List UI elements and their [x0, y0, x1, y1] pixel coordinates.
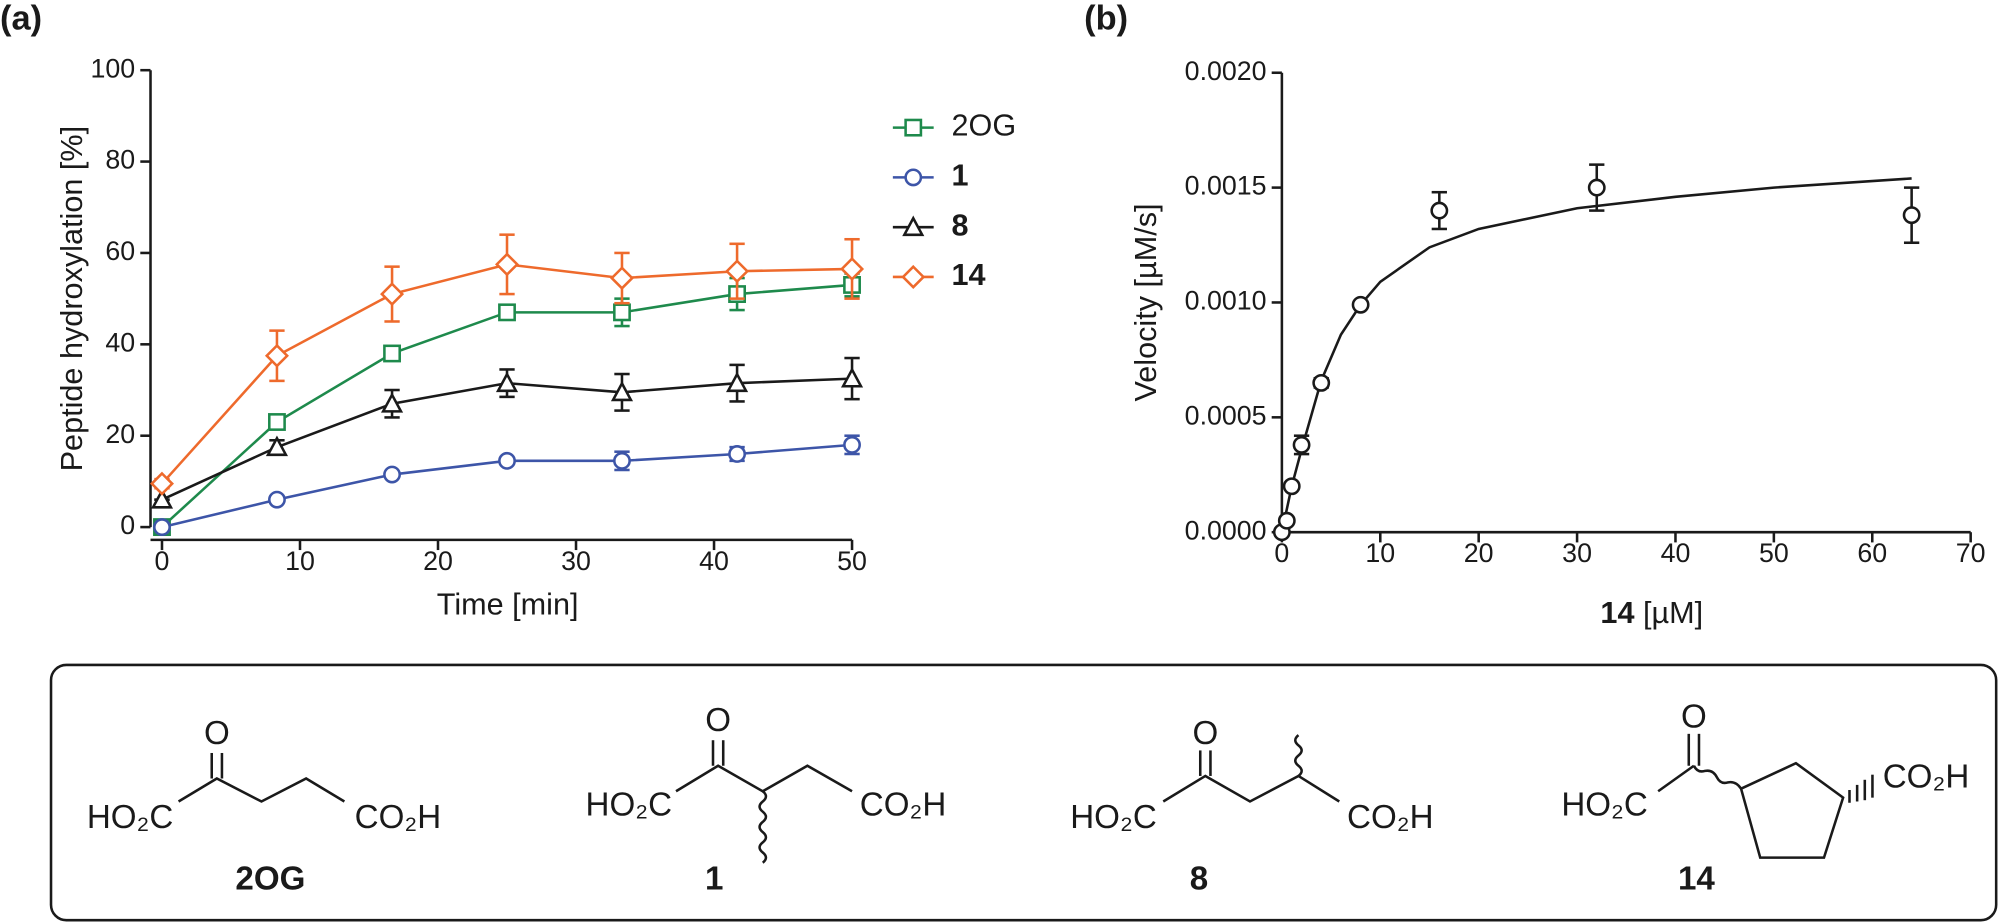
- x-tick-label: 20: [1464, 538, 1494, 568]
- compound-label: 1: [705, 860, 723, 897]
- marker: [383, 465, 401, 484]
- atom-label: HO₂C: [1070, 799, 1157, 836]
- compound-label: 14: [1678, 860, 1715, 897]
- x-tick-label: 30: [561, 546, 591, 576]
- marker: [840, 366, 864, 388]
- atom-label: CO₂H: [355, 799, 442, 836]
- y-tick-label: 20: [105, 419, 135, 449]
- x-axis-label-compound: 14: [1600, 596, 1634, 630]
- marker: [380, 282, 405, 307]
- marker: [265, 435, 289, 457]
- marker: [498, 451, 516, 470]
- structure: O HO₂C CO₂H 2OG: [87, 715, 441, 898]
- x-tick-label: 10: [285, 546, 315, 576]
- marker: [1587, 178, 1606, 197]
- marker: [613, 303, 631, 322]
- marker: [1351, 295, 1370, 314]
- y-axis-label: Velocity [µM/s]: [1129, 203, 1163, 401]
- marker: [383, 344, 401, 363]
- x-tick-label: 70: [1956, 538, 1986, 568]
- compound-label: 2OG: [235, 860, 305, 897]
- marker: [268, 490, 286, 509]
- panel-label: (a): [0, 0, 42, 38]
- panel-label: (b): [1084, 0, 1128, 38]
- legend-marker: [904, 118, 923, 137]
- atom-label: O: [1681, 698, 1707, 735]
- marker: [149, 471, 174, 496]
- legend-marker: [902, 215, 925, 237]
- legend-label: 14: [952, 258, 986, 292]
- marker: [150, 488, 174, 509]
- atom-label: O: [1192, 715, 1218, 752]
- atom-label: HO₂C: [1561, 786, 1648, 823]
- marker: [1292, 435, 1311, 454]
- compound-label: 8: [1190, 860, 1208, 897]
- y-axis-label: Peptide hydroxylation [%]: [55, 126, 89, 472]
- y-tick-label: 0.0005: [1185, 400, 1267, 430]
- marker: [380, 392, 404, 413]
- structure: O HO₂C CO₂H 8: [1070, 715, 1433, 898]
- marker: [610, 380, 634, 402]
- x-tick-label: 50: [837, 546, 867, 576]
- legend-label: 1: [952, 158, 969, 192]
- legend-marker: [904, 168, 923, 187]
- marker: [495, 252, 520, 277]
- y-tick-label: 0.0010: [1185, 286, 1267, 316]
- y-tick-label: 0.0015: [1185, 171, 1267, 201]
- marker: [728, 445, 747, 463]
- y-tick-label: 0.0000: [1185, 515, 1267, 545]
- x-tick-label: 20: [423, 546, 453, 576]
- marker: [613, 451, 631, 470]
- y-tick-label: 0: [120, 510, 135, 540]
- y-tick-label: 100: [91, 53, 136, 83]
- atom-label: HO₂C: [87, 799, 174, 836]
- marker: [1430, 201, 1449, 220]
- marker: [725, 259, 750, 284]
- x-tick-label: 30: [1562, 538, 1592, 568]
- marker: [495, 371, 519, 393]
- legend-label: 2OG: [952, 109, 1017, 143]
- structure: O HO₂C CO₂H 1: [586, 702, 947, 897]
- x-tick-label: 0: [155, 546, 170, 576]
- marker: [1277, 511, 1296, 530]
- marker: [840, 256, 865, 281]
- atom-label: CO₂H: [1347, 799, 1434, 836]
- x-axis-label-unit: [µM]: [1643, 596, 1703, 630]
- x-tick-label: 40: [1661, 538, 1691, 568]
- atom-label: O: [204, 715, 230, 752]
- marker: [843, 435, 861, 454]
- y-tick-label: 0.0020: [1185, 56, 1267, 86]
- marker: [264, 343, 289, 368]
- marker: [498, 303, 516, 322]
- marker: [153, 518, 171, 537]
- y-tick-label: 80: [105, 145, 135, 175]
- legend-label: 8: [952, 208, 969, 242]
- y-tick-label: 40: [105, 327, 135, 357]
- fit-curve: [1280, 177, 1912, 533]
- x-tick-label: 60: [1857, 538, 1887, 568]
- x-tick-label: 10: [1365, 538, 1395, 568]
- marker: [1902, 206, 1921, 225]
- atom-label: HO₂C: [586, 786, 673, 823]
- marker: [1282, 477, 1301, 496]
- atom-label: CO₂H: [860, 786, 947, 823]
- marker: [726, 371, 749, 393]
- legend-marker: [901, 264, 926, 289]
- atom-label: O: [705, 702, 731, 739]
- marker: [268, 413, 286, 431]
- x-axis-label: Time [min]: [437, 587, 579, 621]
- structures-box: [49, 663, 1998, 922]
- x-axis-label: 14 [µM]: [1600, 596, 1703, 630]
- structure: O HO₂C CO₂H 14: [1561, 698, 1969, 897]
- x-tick-label: 0: [1274, 538, 1289, 568]
- x-tick-label: 40: [699, 546, 729, 576]
- marker: [609, 266, 634, 291]
- x-tick-label: 50: [1759, 538, 1789, 568]
- atom-label: CO₂H: [1883, 758, 1970, 795]
- marker: [1312, 373, 1331, 392]
- y-tick-label: 60: [105, 236, 135, 266]
